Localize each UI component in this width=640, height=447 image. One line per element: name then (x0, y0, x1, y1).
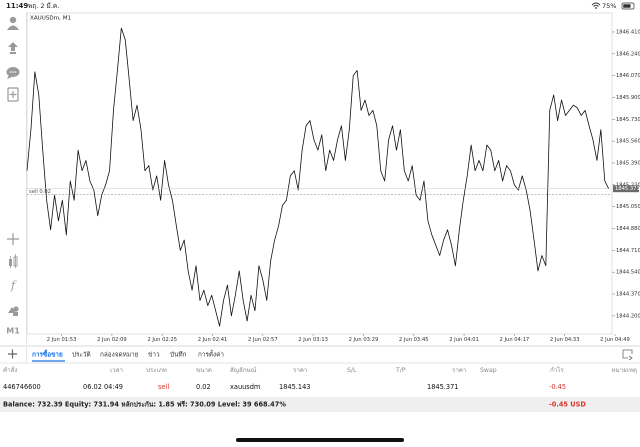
order-type: sell (158, 383, 169, 391)
battery-icon (621, 2, 635, 10)
price-tag (613, 185, 639, 193)
column-header: คำสั่ง (3, 366, 17, 374)
table-header: คำสั่ง เวลา ประเภท ขนาด สัญลักษณ์ ราคา S/L T/P ร… (3, 366, 637, 374)
x-tick-label: 2 Jun 02:09 (97, 337, 127, 343)
column-header: ขนาด (196, 367, 212, 374)
tab[interactable]: บันทึก (170, 351, 187, 359)
x-tick-label: 2 Jun 02:57 (248, 337, 278, 343)
column-header: T/P (395, 367, 406, 374)
order-row[interactable]: 446746600 06.02 04:49 sell 0.02 xauusdm … (3, 383, 566, 391)
new-chart-button[interactable] (7, 87, 19, 102)
column-header: เวลา (110, 367, 123, 374)
indicators-button[interactable]: f (10, 279, 17, 292)
account-bar (0, 397, 640, 412)
status-bar: 11:49 พฤ. 2 มี.ค. 75% (6, 2, 635, 10)
y-tick-label: 1844.540 (616, 270, 640, 276)
column-header: ประเภท (146, 367, 167, 374)
y-tick-label: 1845.390 (616, 161, 640, 167)
status-date: พฤ. 2 มี.ค. (28, 2, 59, 10)
objects-button[interactable] (8, 306, 19, 316)
x-tick-label: 2 Jun 02:41 (198, 337, 228, 343)
tab[interactable]: กล่องจดหมาย (100, 351, 139, 359)
home-indicator (236, 438, 404, 442)
chart-layer: 1846.410 1846.240 1846.070 1845.900 1845.730… (26, 27, 640, 343)
order-open-price: 1845.143 (279, 383, 310, 391)
y-tick-label: 1844.370 (616, 292, 640, 298)
order-time: 06.02 04:49 (83, 383, 123, 391)
status-time: 11:49 (6, 2, 28, 10)
trade-button[interactable] (8, 42, 18, 54)
left-toolbar: f M1 (6, 12, 27, 345)
column-header: กำไร (550, 366, 564, 374)
order-line-label: sell 0.02 (29, 189, 51, 195)
y-tick-label: 1845.560 (616, 139, 640, 145)
svg-text:f: f (10, 279, 17, 292)
column-header: ราคา (452, 367, 466, 374)
wifi-dot (595, 7, 597, 9)
x-tick-label: 2 Jun 04:33 (550, 337, 580, 343)
plot-frame (26, 12, 613, 335)
tab[interactable]: การตั้งค่า (198, 350, 224, 359)
tab[interactable]: การซื้อขาย (32, 349, 63, 359)
battery-fill (623, 4, 631, 8)
price-tag-label: 1845.371 (615, 186, 640, 192)
add-button[interactable] (8, 349, 17, 359)
x-tick-label: 2 Jun 03:45 (399, 337, 429, 343)
x-tick-label: 2 Jun 04:01 (449, 337, 479, 343)
crosshair-button[interactable] (7, 233, 19, 245)
account-button[interactable] (7, 16, 19, 30)
tab[interactable]: ประวัติ (72, 351, 91, 359)
y-tick-label: 1844.880 (616, 226, 640, 232)
terminal-panel: การซื้อขาย ประวัติ กล่องจดหมาย ข่าว บันทึก กา… (0, 345, 640, 442)
column-header: Swap (480, 367, 497, 374)
account-summary: Balance: 732.39 Equity: 731.94 หลักประกั… (3, 401, 286, 409)
order-current-price: 1845.371 (427, 383, 458, 391)
x-tick-label: 2 Jun 03:29 (349, 337, 379, 343)
order-profit: -0.45 (549, 383, 566, 391)
chart-type-button[interactable] (9, 254, 18, 268)
panel-toggle[interactable] (622, 349, 633, 361)
tab[interactable]: ข่าว (148, 351, 160, 359)
x-tick-label: 2 Jun 04:49 (600, 337, 630, 343)
y-tick-label: 1845.730 (616, 117, 640, 123)
y-tick-label: 1846.410 (616, 29, 640, 35)
y-tick-label: 1846.240 (616, 51, 640, 57)
order-id: 446746600 (3, 383, 41, 391)
column-header: หมายเหตุ (612, 367, 637, 374)
column-header: S/L (347, 367, 357, 374)
y-tick-label: 1844.200 (616, 313, 640, 319)
y-tick-label: 1845.050 (616, 204, 640, 210)
column-header: ราคา (293, 367, 307, 374)
x-tick-label: 2 Jun 03:13 (298, 337, 328, 343)
y-tick-label: 1845.900 (616, 95, 640, 101)
x-tick-label: 2 Jun 01:53 (47, 337, 77, 343)
order-symbol: xauusdm (230, 383, 260, 391)
timeframe-button[interactable]: M1 (6, 327, 20, 336)
x-tick-label: 2 Jun 04:17 (500, 337, 530, 343)
y-tick-label: 1846.070 (616, 73, 640, 79)
column-header: สัญลักษณ์ (230, 366, 257, 374)
x-tick-label: 2 Jun 02:25 (147, 337, 177, 343)
price-line (26, 27, 610, 327)
tab-bar: การซื้อขาย ประวัติ กล่องจดหมาย ข่าว บันทึก กา… (32, 349, 224, 362)
account-profit: -0.45 USD (549, 401, 586, 409)
order-size: 0.02 (196, 383, 211, 391)
chat-button[interactable] (6, 67, 20, 79)
wifi-icon (591, 2, 601, 7)
y-tick-label: 1844.710 (616, 248, 640, 254)
chart-title: XAUUSDm, M1 (30, 16, 72, 22)
battery-level: 75% (602, 2, 616, 10)
